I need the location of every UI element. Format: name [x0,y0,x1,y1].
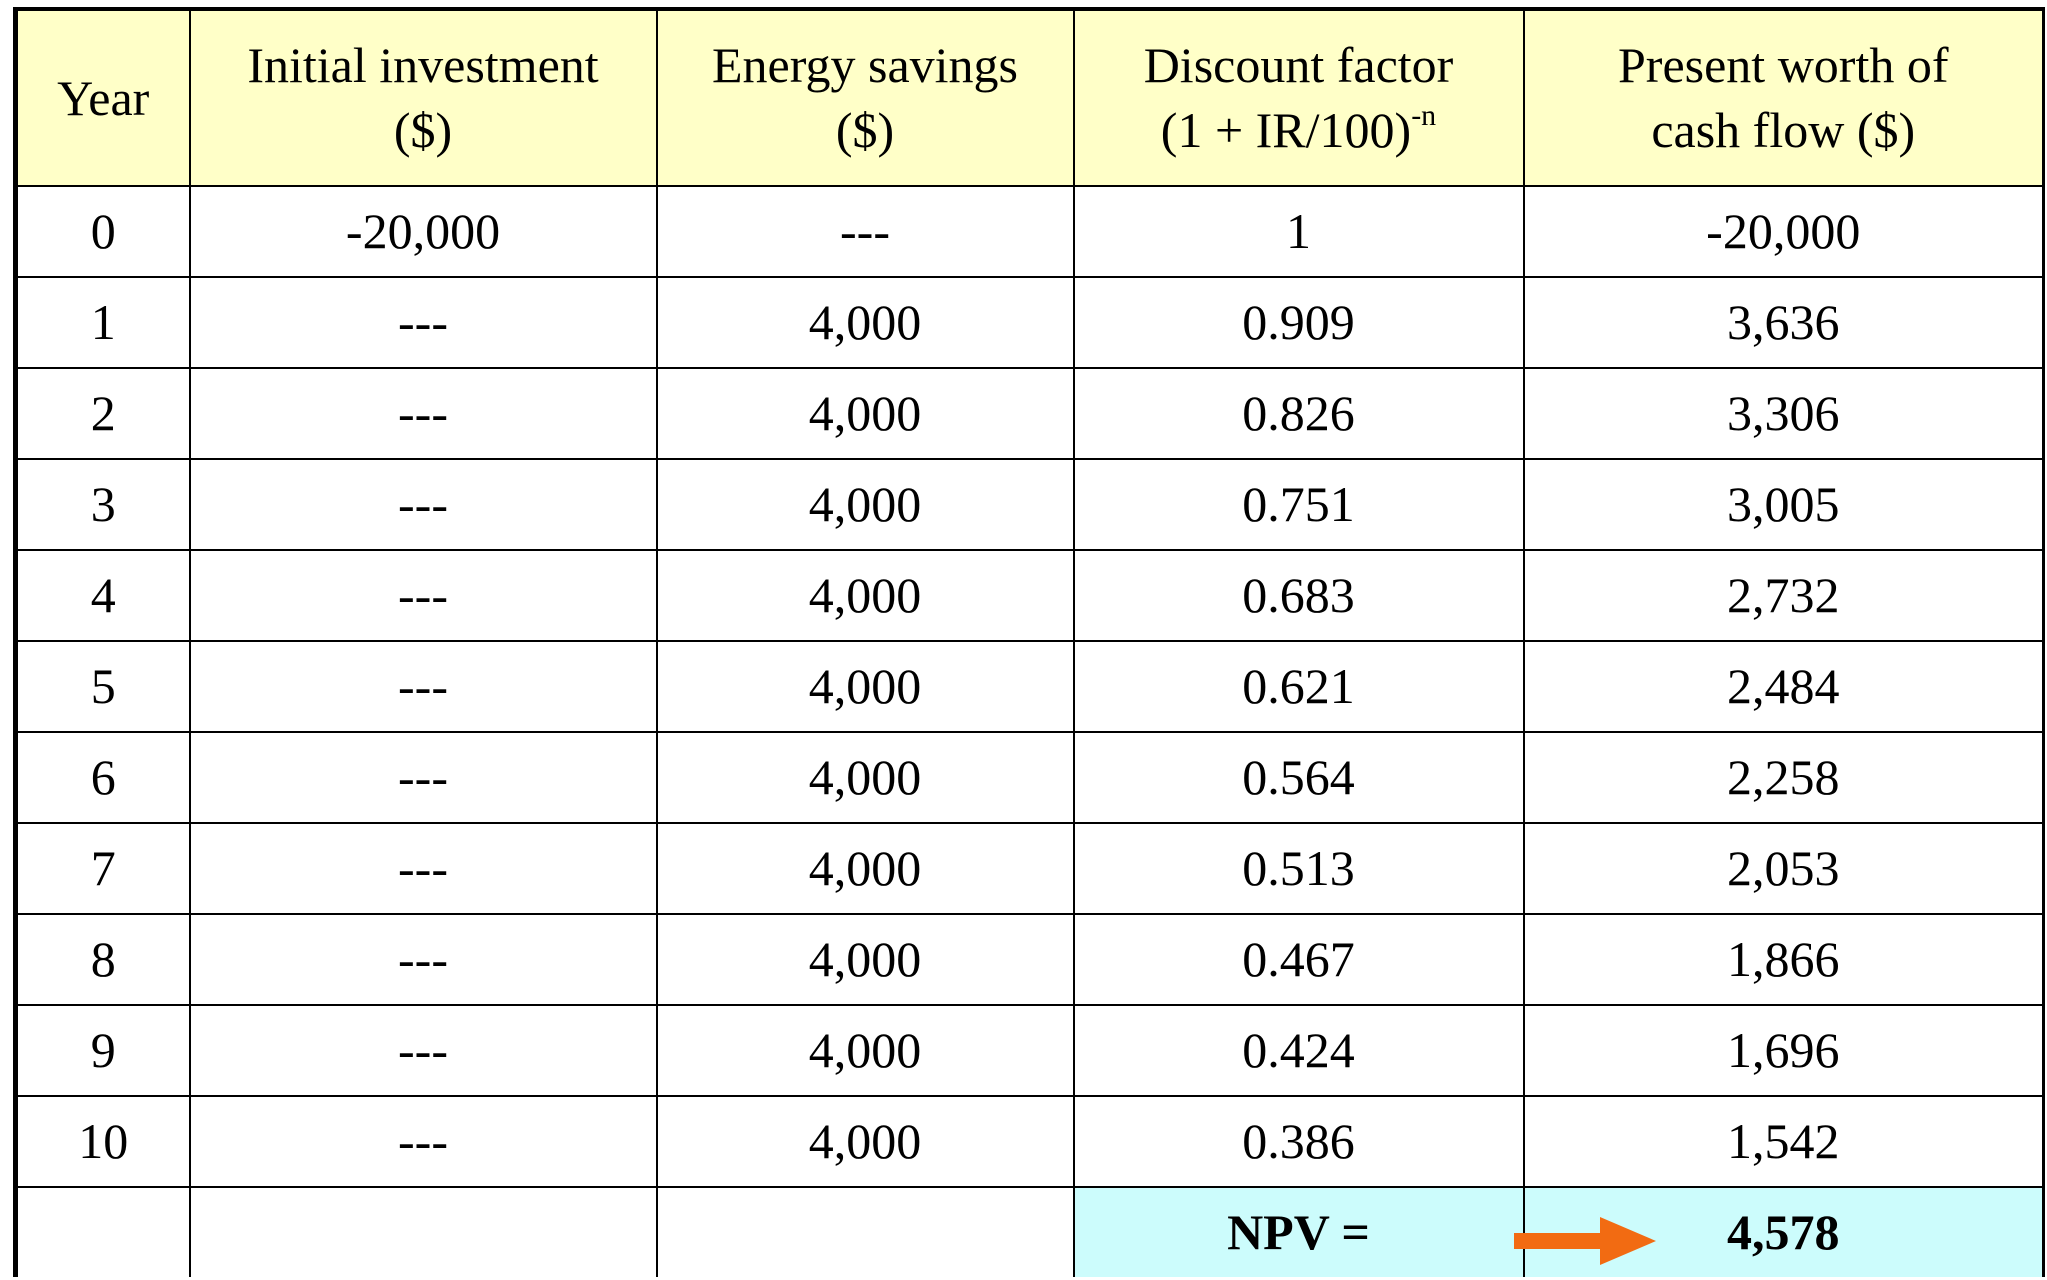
data-row: 9 --- 4,000 0.424 1,696 [13,1004,2045,1097]
data-row: 10 --- 4,000 0.386 1,542 [13,1095,2045,1188]
cell: 1,542 [1522,1095,2045,1188]
header-cell: Energy savings ($) [655,7,1075,187]
cell: --- [188,913,658,1006]
cell: 7 [13,822,191,915]
header-cell: Year [13,7,191,187]
cell: --- [188,367,658,460]
npv-label: NPV = [1072,1186,1525,1277]
data-row: 4 --- 4,000 0.683 2,732 [13,549,2045,642]
cell: 2,258 [1522,731,2045,824]
data-row: 7 --- 4,000 0.513 2,053 [13,822,2045,915]
cell: 10 [13,1095,191,1188]
cell: 9 [13,1004,191,1097]
data-row: 2 --- 4,000 0.826 3,306 [13,367,2045,460]
header-text: Present worth of [1618,37,1949,93]
cell: 2 [13,367,191,460]
data-row: 5 --- 4,000 0.621 2,484 [13,640,2045,733]
data-row: 6 --- 4,000 0.564 2,258 [13,731,2045,824]
cell: 0.683 [1072,549,1525,642]
cell: 0.621 [1072,640,1525,733]
cell: 4,000 [655,640,1075,733]
cell: 1 [13,276,191,369]
cell: --- [188,276,658,369]
cell: 4,000 [655,1095,1075,1188]
header-text: Discount factor [1143,37,1454,93]
formula-exponent: -n [1411,99,1437,132]
header-cell: Discount factor (1 + IR/100)-n [1072,7,1525,187]
data-row: 3 --- 4,000 0.751 3,005 [13,458,2045,551]
cell: --- [188,731,658,824]
empty-cell [655,1186,1075,1277]
empty-cell [188,1186,658,1277]
cell: 0.386 [1072,1095,1525,1188]
header-text: cash flow ($) [1651,102,1916,158]
header-text: Energy savings [712,37,1018,93]
cell: 4,000 [655,276,1075,369]
header-text: ($) [393,102,453,158]
cell: 3,306 [1522,367,2045,460]
cell: --- [188,640,658,733]
data-row: 1 --- 4,000 0.909 3,636 [13,276,2045,369]
empty-cell [13,1186,191,1277]
data-row: 0 -20,000 --- 1 -20,000 [13,185,2045,278]
cell: 1 [1072,185,1525,278]
cell: 3,005 [1522,458,2045,551]
cell: 0.564 [1072,731,1525,824]
header-text: ($) [835,102,895,158]
cell: 4,000 [655,731,1075,824]
header-cell: Present worth of cash flow ($) [1522,7,2045,187]
cell: --- [188,1004,658,1097]
header-text: Initial investment [247,37,599,93]
cell: -20,000 [1522,185,2045,278]
cell: 4,000 [655,1004,1075,1097]
cell: --- [188,1095,658,1188]
cell: 4,000 [655,458,1075,551]
cell: --- [188,822,658,915]
cell: 6 [13,731,191,824]
cell: 4,000 [655,913,1075,1006]
total-row: NPV = 4,578 [13,1186,2045,1277]
cell: --- [188,458,658,551]
header-text: Year [57,69,150,126]
cell: 3,636 [1522,276,2045,369]
arrow-shape [1514,1217,1656,1265]
cell: 0.513 [1072,822,1525,915]
cell: 3 [13,458,191,551]
header-cell: Initial investment ($) [188,7,658,187]
cell: --- [655,185,1075,278]
cell: 4,000 [655,367,1075,460]
cell: 0 [13,185,191,278]
header-row: Year Initial investment ($) Energy savings (… [13,7,2045,187]
cell: 2,484 [1522,640,2045,733]
arrow [1514,1217,1656,1265]
formula-base: (1 + IR/100) [1160,102,1412,158]
cell: 0.424 [1072,1004,1525,1097]
cell: 0.751 [1072,458,1525,551]
cell: 2,732 [1522,549,2045,642]
cell: 0.826 [1072,367,1525,460]
cell: 2,053 [1522,822,2045,915]
cell: 8 [13,913,191,1006]
cell: --- [188,549,658,642]
cell: 4,000 [655,822,1075,915]
npv-table: Year Initial investment ($) Energy savings (… [13,7,2045,1277]
cell: 0.467 [1072,913,1525,1006]
cell: 0.909 [1072,276,1525,369]
data-row: 8 --- 4,000 0.467 1,866 [13,913,2045,1006]
cell: 5 [13,640,191,733]
cell: 1,866 [1522,913,2045,1006]
cell: 1,696 [1522,1004,2045,1097]
cell: -20,000 [188,185,658,278]
cell: 4 [13,549,191,642]
cell: 4,000 [655,549,1075,642]
